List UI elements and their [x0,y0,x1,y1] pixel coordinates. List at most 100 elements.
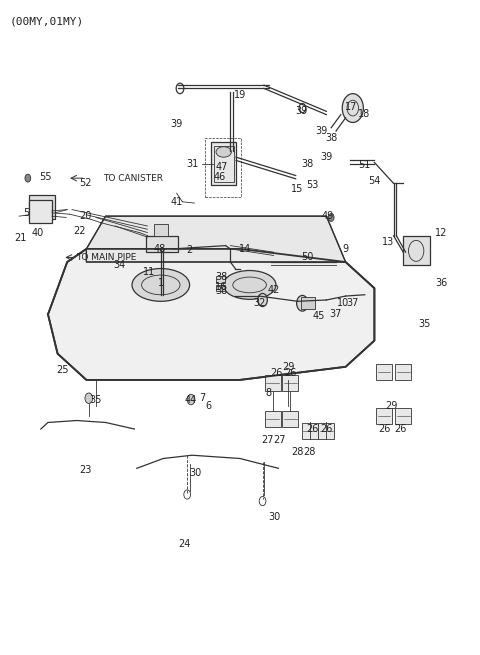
Text: 15: 15 [291,183,304,194]
Text: (00MY,01MY): (00MY,01MY) [10,16,84,26]
Text: 11: 11 [143,267,155,277]
Text: 38: 38 [325,132,337,143]
Text: 10: 10 [337,297,349,308]
Text: 26: 26 [395,424,407,434]
Text: 35: 35 [419,319,431,329]
Text: 13: 13 [382,237,394,248]
Text: 23: 23 [79,465,92,476]
Text: 22: 22 [73,225,85,236]
Bar [154,224,168,236]
Text: 5: 5 [23,208,30,218]
Circle shape [187,394,195,405]
Polygon shape [48,249,374,380]
Text: 2: 2 [186,245,193,255]
Bar [264,375,280,392]
Text: 30: 30 [268,512,281,523]
Text: 47: 47 [216,162,228,172]
Ellipse shape [223,271,276,299]
Bar [211,142,236,185]
Text: 39: 39 [170,119,183,130]
Text: 20: 20 [79,211,92,221]
Text: 27: 27 [262,435,274,445]
Circle shape [328,214,334,221]
Bar [216,276,225,283]
Text: TO MAIN PIPE: TO MAIN PIPE [76,253,136,262]
Text: 8: 8 [266,388,272,398]
Text: 26: 26 [306,424,318,434]
Text: 16: 16 [215,282,227,292]
Polygon shape [86,216,346,262]
Text: 7: 7 [199,393,206,403]
Text: 38: 38 [216,272,228,282]
Text: 35: 35 [90,394,102,405]
Bar [216,285,225,291]
Bar [214,146,234,182]
Text: 38: 38 [216,286,228,297]
Text: 28: 28 [291,447,304,457]
Text: 29: 29 [385,401,397,411]
Ellipse shape [132,269,190,301]
Text: 39: 39 [315,126,328,136]
Text: 18: 18 [358,109,370,119]
Bar [396,407,411,424]
Text: 26: 26 [320,424,333,434]
Circle shape [258,293,267,307]
Text: 40: 40 [31,227,44,238]
Bar [282,375,299,392]
Text: 24: 24 [179,538,191,549]
Text: 53: 53 [306,179,318,190]
Text: 14: 14 [239,244,251,254]
Text: 29: 29 [282,362,294,372]
Text: 46: 46 [213,172,226,182]
Bar [319,423,335,439]
Text: 37: 37 [347,297,359,308]
Text: 39: 39 [295,106,308,117]
Text: TO CANISTER: TO CANISTER [103,174,163,183]
Text: 50: 50 [301,252,313,262]
Ellipse shape [216,147,231,157]
Bar [264,411,280,428]
Text: 6: 6 [206,401,212,411]
Bar [396,364,411,380]
Text: 28: 28 [303,447,316,457]
Bar [146,236,178,252]
Text: 1: 1 [158,278,164,288]
Text: 27: 27 [274,435,286,445]
Text: 19: 19 [234,90,246,100]
Text: 52: 52 [79,178,92,189]
Text: 41: 41 [170,196,183,207]
Bar [282,411,299,428]
Text: 21: 21 [14,233,26,243]
Circle shape [25,174,31,182]
Text: 30: 30 [190,468,202,478]
Text: 37: 37 [330,309,342,320]
Text: 54: 54 [368,176,381,186]
Circle shape [297,295,308,311]
Circle shape [342,94,363,122]
Bar [301,297,315,309]
Text: 38: 38 [301,159,313,169]
Text: 17: 17 [345,102,358,112]
Text: 25: 25 [56,365,69,375]
Bar [29,195,55,219]
Circle shape [85,393,93,403]
Text: 31: 31 [186,159,198,169]
Text: 12: 12 [435,227,448,238]
Bar [29,200,52,223]
Bar [205,138,241,196]
Text: 48: 48 [153,244,166,254]
Text: 26: 26 [378,424,390,434]
Bar [403,236,430,265]
Text: 34: 34 [113,260,125,271]
Text: 26: 26 [270,368,282,379]
Text: 32: 32 [253,297,265,308]
Text: 51: 51 [359,160,371,170]
Text: 36: 36 [435,278,448,288]
Text: 9: 9 [343,244,348,254]
Text: 42: 42 [267,284,280,295]
Text: 49: 49 [321,211,334,221]
Text: 55: 55 [39,172,52,182]
Text: 45: 45 [313,310,325,321]
Text: 26: 26 [284,368,297,379]
Text: 44: 44 [185,394,197,405]
